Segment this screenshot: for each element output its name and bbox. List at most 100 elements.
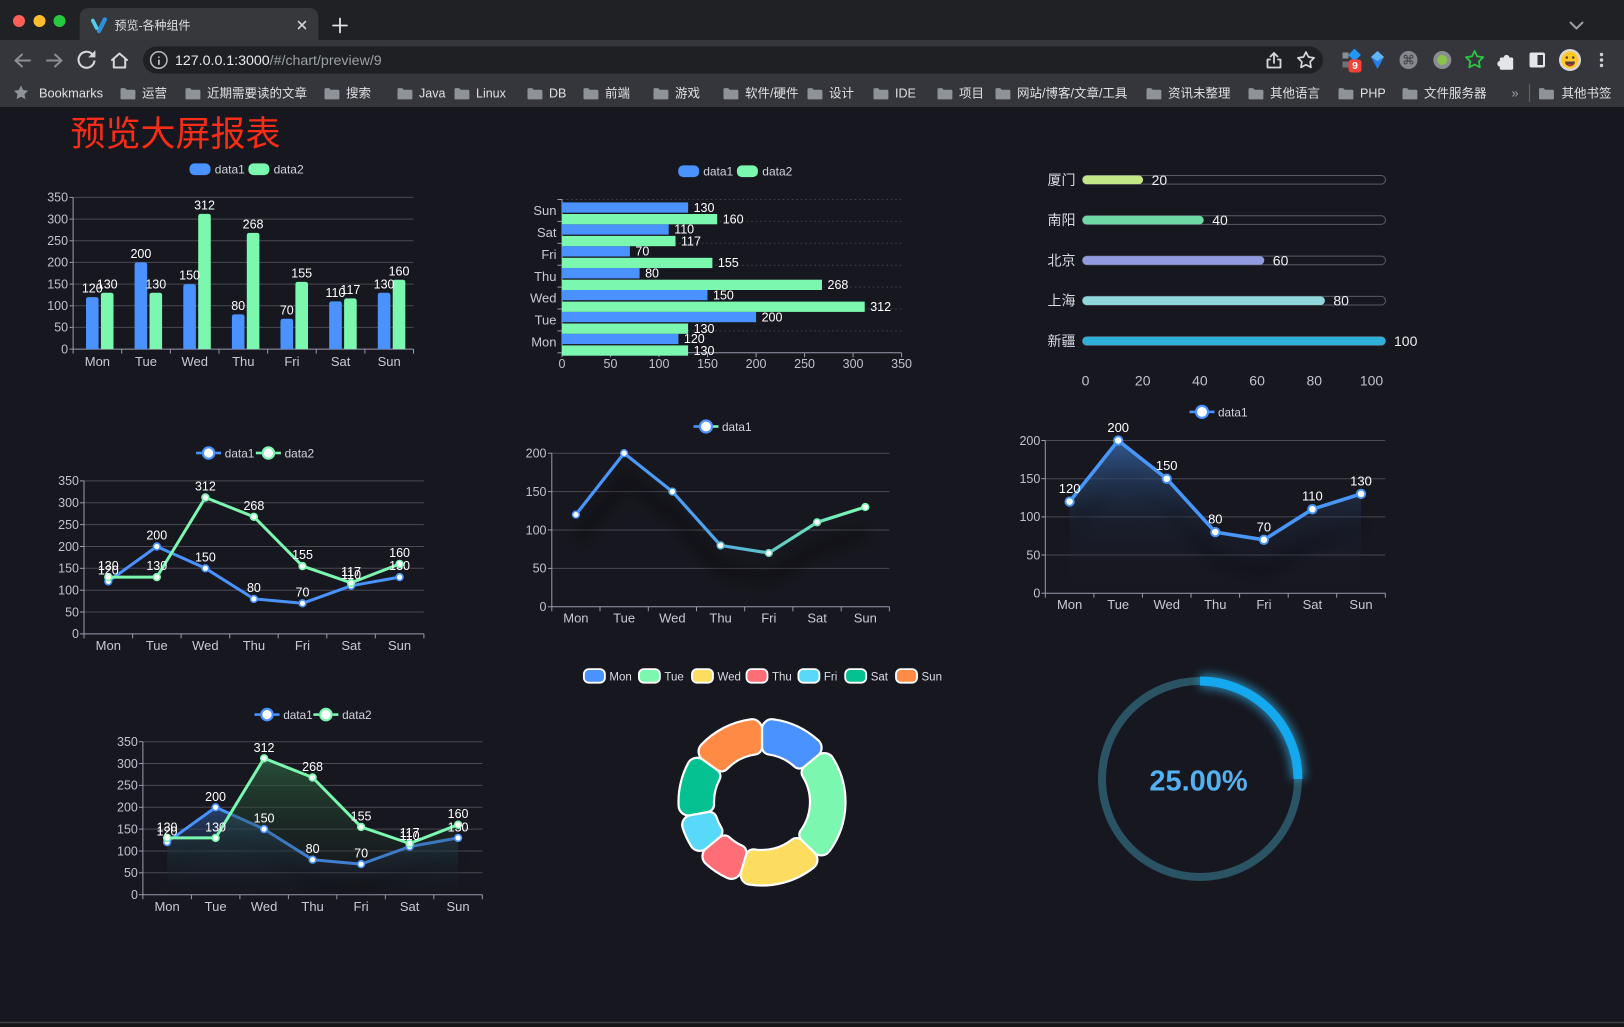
svg-text:0: 0 (1033, 587, 1040, 601)
svg-text:120: 120 (157, 825, 178, 839)
svg-text:100: 100 (1360, 373, 1384, 389)
svg-text:250: 250 (117, 779, 138, 793)
svg-text:DB: DB (549, 87, 566, 101)
svg-text:268: 268 (302, 760, 323, 774)
svg-text:Java: Java (419, 87, 445, 101)
svg-text:110: 110 (1302, 489, 1323, 504)
svg-text:155: 155 (292, 548, 313, 562)
svg-text:130: 130 (374, 277, 395, 291)
svg-text:127.0.0.1:3000/#/chart/preview: 127.0.0.1:3000/#/chart/preview/9 (175, 53, 382, 69)
svg-text:110: 110 (674, 223, 694, 237)
svg-text:»: » (1511, 86, 1518, 101)
svg-text:60: 60 (1273, 252, 1289, 268)
svg-text:80: 80 (247, 581, 261, 595)
svg-text:268: 268 (828, 278, 849, 292)
svg-text:150: 150 (1156, 458, 1178, 473)
svg-text:50: 50 (54, 321, 68, 335)
svg-text:160: 160 (448, 807, 469, 821)
svg-text:Tue: Tue (664, 671, 683, 683)
svg-text:50: 50 (604, 357, 618, 371)
svg-text:150: 150 (58, 562, 79, 576)
svg-text:80: 80 (1208, 512, 1222, 527)
svg-text:200: 200 (746, 357, 767, 371)
svg-text:Wed: Wed (659, 611, 686, 626)
svg-text:200: 200 (205, 790, 226, 804)
svg-text:80: 80 (306, 842, 320, 856)
svg-text:110: 110 (341, 568, 361, 582)
svg-text:Thu: Thu (772, 671, 792, 683)
svg-text:200: 200 (1019, 434, 1040, 448)
svg-text:Mon: Mon (563, 611, 588, 626)
svg-text:0: 0 (72, 627, 79, 641)
svg-text:130: 130 (448, 820, 469, 834)
svg-text:100: 100 (47, 299, 68, 313)
svg-text:60: 60 (1249, 373, 1265, 389)
svg-text:Mon: Mon (85, 354, 110, 369)
svg-text:40: 40 (1192, 373, 1208, 389)
svg-text:搜索: 搜索 (346, 86, 371, 101)
svg-text:50: 50 (1026, 548, 1040, 562)
svg-text:Fri: Fri (541, 247, 556, 262)
svg-text:312: 312 (194, 198, 215, 212)
svg-text:130: 130 (694, 322, 715, 336)
svg-text:Thu: Thu (1204, 597, 1226, 612)
svg-text:游戏: 游戏 (675, 87, 700, 101)
svg-text:文件服务器: 文件服务器 (1424, 86, 1487, 101)
svg-text:0: 0 (61, 342, 68, 356)
svg-text:200: 200 (146, 529, 167, 543)
svg-text:250: 250 (47, 234, 68, 248)
svg-text:150: 150 (1019, 472, 1040, 486)
svg-text:data1: data1 (703, 165, 733, 179)
svg-text:项目: 项目 (959, 87, 984, 101)
svg-text:预览-各种组件: 预览-各种组件 (115, 18, 191, 33)
svg-text:100: 100 (117, 844, 138, 858)
svg-text:Thu: Thu (243, 638, 265, 653)
svg-text:0: 0 (559, 357, 566, 371)
svg-text:Tue: Tue (1107, 597, 1129, 612)
svg-text:data1: data1 (1218, 406, 1248, 420)
svg-text:Sun: Sun (922, 671, 942, 683)
svg-text:Mon: Mon (531, 335, 556, 350)
svg-text:Fri: Fri (824, 671, 837, 683)
svg-text:268: 268 (243, 217, 264, 231)
svg-text:350: 350 (47, 191, 68, 205)
svg-text:150: 150 (47, 277, 68, 291)
svg-text:200: 200 (1107, 420, 1129, 435)
svg-text:117: 117 (340, 283, 360, 297)
svg-text:130: 130 (157, 820, 178, 834)
svg-text:20: 20 (1152, 172, 1168, 188)
svg-text:Sat: Sat (331, 354, 351, 369)
svg-text:新疆: 新疆 (1048, 333, 1076, 349)
svg-text:120: 120 (684, 332, 705, 346)
svg-text:120: 120 (98, 563, 119, 577)
svg-text:268: 268 (243, 499, 264, 513)
svg-text:117: 117 (341, 565, 361, 579)
svg-text:南阳: 南阳 (1048, 212, 1076, 228)
svg-text:350: 350 (58, 474, 79, 488)
svg-text:Fri: Fri (1256, 597, 1271, 612)
svg-text:Mon: Mon (96, 638, 121, 653)
svg-text:160: 160 (389, 264, 410, 278)
svg-text:其他语言: 其他语言 (1270, 87, 1320, 101)
svg-text:130: 130 (145, 277, 166, 291)
svg-text:Tue: Tue (535, 313, 557, 328)
svg-text:Mon: Mon (609, 671, 631, 683)
svg-text:Thu: Thu (232, 354, 254, 369)
svg-text:70: 70 (280, 303, 294, 317)
svg-text:厦门: 厦门 (1048, 172, 1076, 188)
svg-text:110: 110 (400, 829, 420, 843)
svg-text:110: 110 (326, 286, 346, 300)
svg-text:80: 80 (645, 267, 659, 281)
svg-text:100: 100 (649, 357, 670, 371)
svg-text:200: 200 (58, 540, 79, 554)
svg-text:250: 250 (794, 357, 815, 371)
svg-text:Fri: Fri (761, 611, 776, 626)
svg-text:40: 40 (1212, 212, 1228, 228)
svg-text:100: 100 (58, 584, 79, 598)
svg-text:20: 20 (1135, 373, 1151, 389)
svg-text:Sat: Sat (537, 225, 557, 240)
svg-text:300: 300 (117, 757, 138, 771)
svg-text:Tue: Tue (146, 638, 168, 653)
svg-text:上海: 上海 (1048, 293, 1076, 309)
svg-text:Mon: Mon (154, 899, 179, 914)
